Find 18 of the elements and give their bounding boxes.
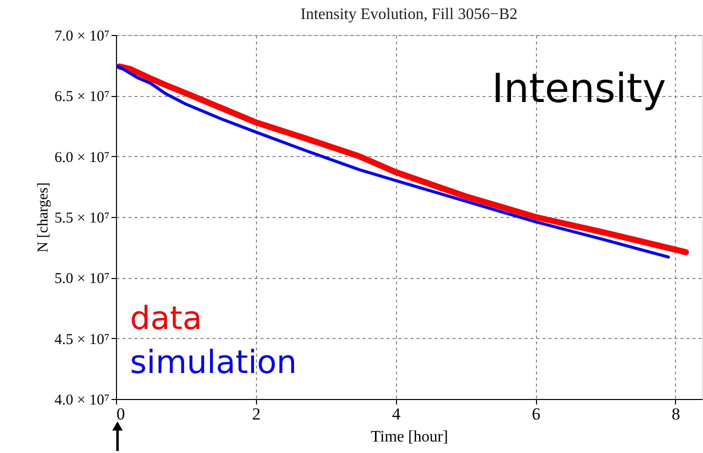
x-axis-title: Time [hour] bbox=[370, 428, 448, 446]
y-tick-label: 5.0 × 10⁷ bbox=[54, 271, 110, 288]
y-tick-label: 4.0 × 10⁷ bbox=[54, 392, 110, 408]
y-tick-label: 6.5 × 10⁷ bbox=[54, 89, 110, 106]
y-tick-label: 4.5 × 10⁷ bbox=[54, 332, 110, 348]
y-tick-label: 5.5 × 10⁷ bbox=[54, 210, 110, 226]
y-tick-label: 7.0 × 10⁷ bbox=[54, 28, 110, 44]
y-tick-label: 6.0 × 10⁷ bbox=[54, 150, 110, 166]
y-axis-title: N [charges] bbox=[36, 182, 52, 253]
x-tick-label: 0 bbox=[116, 404, 125, 424]
x-tick-label: 6 bbox=[532, 404, 540, 424]
x-tick-label: 8 bbox=[672, 404, 680, 424]
text: data bbox=[130, 299, 202, 337]
annotation: Intensity bbox=[492, 66, 666, 112]
chart-title: Intensity Evolution, Fill 3056−B2 bbox=[300, 6, 518, 23]
x-tick-label: 2 bbox=[252, 404, 261, 424]
text: simulation bbox=[130, 343, 297, 381]
x-tick-label: 4 bbox=[392, 404, 401, 424]
